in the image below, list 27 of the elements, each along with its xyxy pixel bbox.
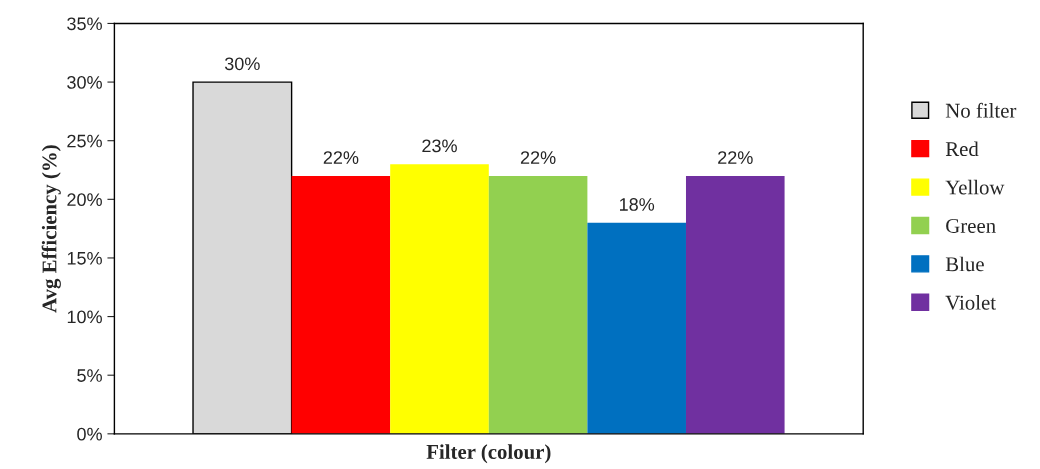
legend-label: Blue: [945, 256, 984, 272]
data-label: 18%: [620, 198, 655, 211]
bar: [291, 175, 391, 434]
data-label: 30%: [224, 57, 260, 71]
legend-label: Violet: [945, 295, 996, 310]
bar: [587, 222, 686, 434]
y-tick-label: 20%: [67, 193, 102, 207]
data-label: 22%: [718, 151, 753, 164]
y-tick-label: 5%: [77, 369, 102, 382]
x-axis-title: Filter (colour): [426, 444, 551, 464]
bar: [488, 175, 588, 434]
legend-label: No filter: [945, 102, 1017, 118]
y-tick-label: 35%: [67, 17, 102, 31]
y-axis-title: Avg Efficiency (%): [41, 145, 61, 313]
legend-label: Yellow: [945, 179, 1005, 195]
y-tick-label: 15%: [67, 251, 102, 265]
y-tick-label: 30%: [67, 76, 102, 89]
y-tick-label: 0%: [77, 427, 102, 441]
data-label: 22%: [323, 151, 359, 164]
data-label: 23%: [422, 139, 457, 153]
legend-label: Green: [946, 218, 996, 233]
y-tick-label: 25%: [67, 134, 102, 148]
legend-label: Red: [945, 141, 979, 157]
bar: [390, 164, 489, 434]
data-label: 22%: [520, 151, 556, 164]
bar: [685, 175, 785, 434]
y-tick-label: 10%: [67, 310, 102, 324]
